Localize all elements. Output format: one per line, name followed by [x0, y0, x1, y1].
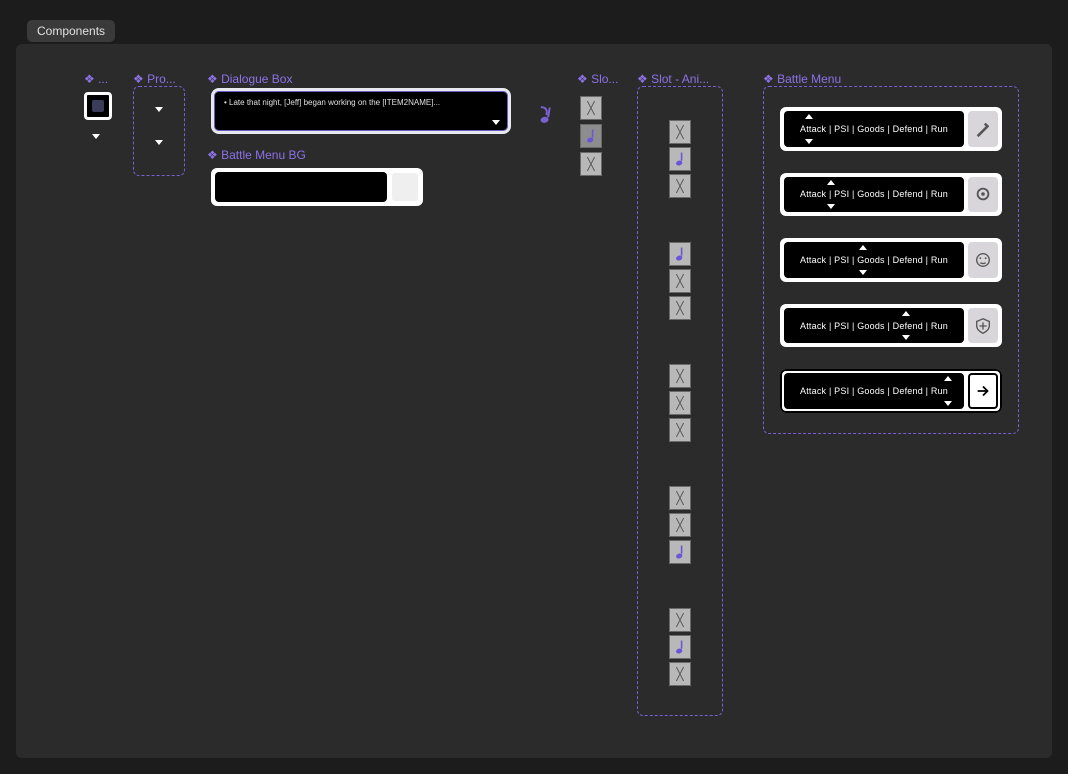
slot-tile-x[interactable]: ╳: [580, 152, 602, 176]
battle-menu-options-text: Attack | PSI | Goods | Defend | Run: [800, 386, 948, 396]
sword-icon: [968, 111, 998, 147]
selection-caret-up: [859, 245, 867, 250]
x-icon: ╳: [676, 491, 683, 505]
selection-caret-up: [805, 114, 813, 119]
x-icon: ╳: [676, 179, 683, 193]
selection-caret-down: [902, 335, 910, 340]
component-battle-menu-bg[interactable]: [211, 168, 423, 206]
selection-caret-down: [827, 204, 835, 209]
frame-selector-swatch: [92, 100, 104, 112]
face-icon: [968, 242, 998, 278]
battle-menu-options[interactable]: Attack | PSI | Goods | Defend | Run: [784, 308, 964, 344]
battle-menu-options-text: Attack | PSI | Goods | Defend | Run: [800, 189, 948, 199]
x-icon: ╳: [676, 667, 683, 681]
component-slot-animated[interactable]: ╳╳╳╳╳╳╳╳╳╳╳: [637, 86, 723, 716]
x-icon: ╳: [587, 101, 594, 115]
slot-ani-group[interactable]: ╳╳: [669, 483, 691, 567]
selection-caret-down: [805, 139, 813, 144]
slot-tile-note[interactable]: [669, 147, 691, 171]
slot-tile-x[interactable]: ╳: [669, 120, 691, 144]
selection-caret-down: [944, 401, 952, 406]
slot-tile-x[interactable]: ╳: [669, 269, 691, 293]
section-title-dialogue: ❖ Dialogue Box: [207, 72, 292, 86]
slot-tile-x[interactable]: ╳: [669, 418, 691, 442]
x-icon: ╳: [676, 396, 683, 410]
battle-menu-options[interactable]: Attack | PSI | Goods | Defend | Run: [784, 177, 964, 213]
shield-icon: [968, 308, 998, 344]
component-battle-menu[interactable]: Attack | PSI | Goods | Defend | Run Attac…: [763, 86, 1019, 434]
slot-tile-x[interactable]: ╳: [669, 391, 691, 415]
battle-menu-options[interactable]: Attack | PSI | Goods | Defend | Run: [784, 111, 964, 147]
slot-tile-note[interactable]: [580, 124, 602, 148]
slot-ani-group[interactable]: ╳╳: [669, 605, 691, 689]
section-title-battle-menu: ❖ Battle Menu: [763, 72, 841, 86]
section-title-slot-ani: ❖ Slot - Ani...: [637, 72, 709, 86]
section-title-slot: ❖ Slo...: [577, 72, 618, 86]
music-note-icon: [537, 106, 554, 129]
slot-tile-x[interactable]: ╳: [669, 608, 691, 632]
battle-menu-options[interactable]: Attack | PSI | Goods | Defend | Run: [784, 242, 964, 278]
battle-menu-variant[interactable]: Attack | PSI | Goods | Defend | Run: [780, 369, 1002, 413]
slot-tile-x[interactable]: ╳: [580, 96, 602, 120]
slot-tile-x[interactable]: ╳: [669, 364, 691, 388]
design-canvas[interactable]: ❖ ... ❖ Pro... ❖ Dialogue Box ❖ Battle M…: [16, 44, 1052, 758]
slot-tile-x[interactable]: ╳: [669, 296, 691, 320]
battle-menu-variant[interactable]: Attack | PSI | Goods | Defend | Run: [780, 173, 1002, 217]
slot-tile-x[interactable]: ╳: [669, 662, 691, 686]
x-icon: ╳: [676, 518, 683, 532]
x-icon: ╳: [676, 125, 683, 139]
x-icon: ╳: [676, 613, 683, 627]
x-icon: ╳: [676, 274, 683, 288]
frame-selector[interactable]: [84, 92, 112, 120]
dialogue-advance-caret: [492, 120, 500, 125]
slot-tile-x[interactable]: ╳: [669, 174, 691, 198]
battle-menu-options[interactable]: Attack | PSI | Goods | Defend | Run: [784, 373, 964, 409]
battle-menu-options-text: Attack | PSI | Goods | Defend | Run: [800, 321, 948, 331]
slot-tile-note[interactable]: [669, 540, 691, 564]
ring-icon: [968, 177, 998, 213]
battle-menu-bg-icon-slot: [391, 172, 419, 202]
component-slot[interactable]: ╳╳: [577, 92, 605, 180]
x-icon: ╳: [676, 423, 683, 437]
x-icon: ╳: [676, 369, 683, 383]
component-prompt-variants[interactable]: [133, 86, 185, 176]
slot-ani-group[interactable]: ╳╳: [669, 117, 691, 201]
section-title-pro: ❖ Pro...: [133, 72, 176, 86]
x-icon: ╳: [676, 301, 683, 315]
section-title-battle-menu-bg: ❖ Battle Menu BG: [207, 148, 306, 162]
dialogue-text: • Late that night, [Jeff] began working …: [224, 97, 498, 109]
tab-components[interactable]: Components: [27, 20, 115, 42]
slot-ani-group[interactable]: ╳╳: [669, 239, 691, 323]
component-dialogue-box[interactable]: • Late that night, [Jeff] began working …: [211, 88, 511, 134]
battle-menu-variant[interactable]: Attack | PSI | Goods | Defend | Run: [780, 107, 1002, 151]
battle-menu-options-text: Attack | PSI | Goods | Defend | Run: [800, 255, 948, 265]
slot-tile-note[interactable]: [669, 635, 691, 659]
slot-tile-x[interactable]: ╳: [669, 486, 691, 510]
dropdown-caret-1[interactable]: [155, 107, 163, 112]
slot-tile-x[interactable]: ╳: [669, 513, 691, 537]
selection-caret-down: [859, 270, 867, 275]
run-icon: [968, 373, 998, 409]
dropdown-caret-2[interactable]: [155, 140, 163, 145]
selection-caret-up: [827, 180, 835, 185]
battle-menu-variant[interactable]: Attack | PSI | Goods | Defend | Run: [780, 304, 1002, 348]
battle-menu-options-text: Attack | PSI | Goods | Defend | Run: [800, 124, 948, 134]
slot-ani-group[interactable]: ╳ ╳ ╳: [669, 361, 691, 445]
x-icon: ╳: [587, 157, 594, 171]
section-title-col1: ❖ ...: [84, 72, 108, 86]
selection-caret-up: [944, 376, 952, 381]
chevron-down-icon: [92, 134, 100, 139]
battle-menu-bg-main: [215, 172, 387, 202]
selection-caret-up: [902, 311, 910, 316]
battle-menu-variant[interactable]: Attack | PSI | Goods | Defend | Run: [780, 238, 1002, 282]
slot-tile-note[interactable]: [669, 242, 691, 266]
